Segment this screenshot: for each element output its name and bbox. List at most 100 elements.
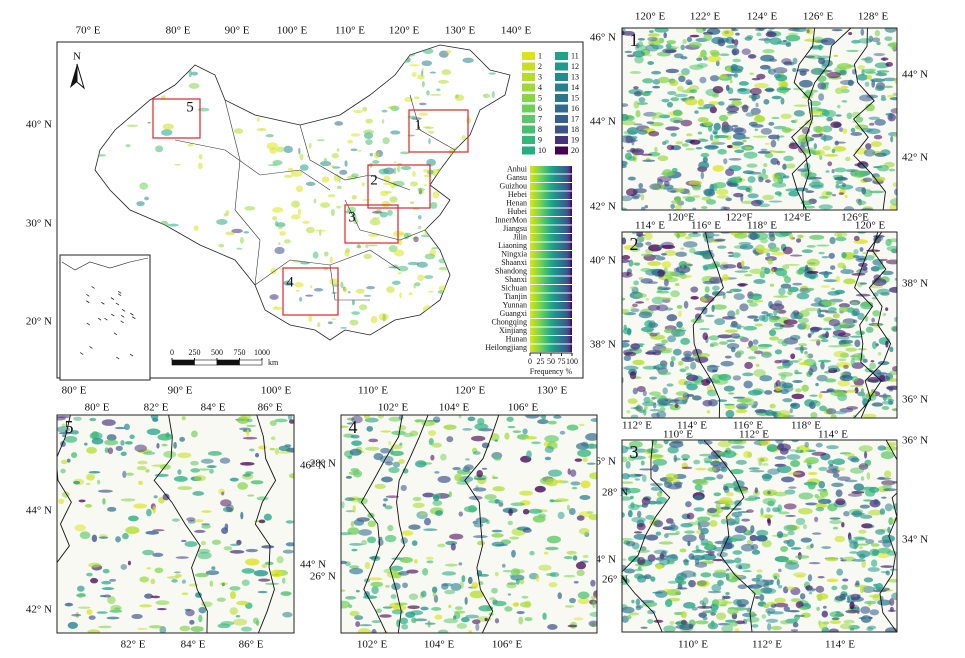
vegetation-patch — [421, 60, 433, 67]
legend-swatch — [555, 62, 568, 71]
vegetation-patch — [313, 198, 317, 204]
vegetation-patch — [839, 69, 847, 76]
vegetation-patch — [696, 57, 703, 62]
vegetation-patch — [150, 595, 161, 599]
vegetation-patch — [752, 339, 759, 345]
vegetation-patch — [675, 621, 683, 625]
vegetation-patch — [482, 93, 491, 98]
vegetation-patch — [788, 191, 800, 197]
legend-swatch — [555, 125, 568, 134]
vegetation-patch — [253, 569, 269, 577]
vegetation-patch — [491, 529, 503, 533]
vegetation-patch — [670, 290, 680, 298]
vegetation-patch — [625, 188, 638, 197]
vegetation-patch — [634, 262, 641, 266]
vegetation-patch — [789, 254, 803, 257]
vegetation-patch — [717, 622, 731, 626]
vegetation-patch — [586, 462, 596, 465]
island-dash — [97, 317, 102, 321]
vegetation-patch — [749, 611, 756, 615]
vegetation-patch — [862, 413, 877, 418]
vegetation-patch — [250, 480, 264, 485]
vegetation-patch — [861, 486, 876, 490]
vegetation-patch — [665, 473, 679, 481]
vegetation-patch — [801, 249, 813, 254]
vegetation-patch — [272, 306, 283, 310]
vegetation-patch — [813, 125, 823, 133]
vegetation-patch — [883, 85, 894, 89]
vegetation-patch — [653, 443, 664, 449]
vegetation-patch — [666, 383, 674, 387]
vegetation-patch — [554, 498, 569, 502]
vegetation-patch — [806, 270, 819, 274]
vegetation-patch — [654, 146, 658, 153]
vegetation-patch — [223, 546, 233, 551]
detail-panel — [622, 232, 897, 418]
vegetation-patch — [491, 587, 498, 594]
vegetation-patch — [876, 70, 890, 73]
vegetation-patch — [680, 119, 693, 127]
vegetation-patch — [735, 538, 743, 541]
vegetation-patch — [636, 549, 651, 553]
vegetation-patch — [640, 193, 645, 201]
vegetation-patch — [133, 503, 148, 509]
vegetation-patch — [229, 550, 245, 554]
vegetation-patch — [827, 499, 831, 505]
vegetation-patch — [885, 340, 889, 348]
vegetation-patch — [870, 360, 875, 363]
vegetation-patch — [622, 113, 629, 122]
vegetation-patch — [850, 131, 863, 136]
vegetation-patch — [401, 623, 409, 630]
vegetation-patch — [667, 335, 677, 343]
frequency-bar — [530, 251, 572, 259]
vegetation-patch — [841, 584, 849, 590]
vegetation-patch — [728, 158, 742, 161]
vegetation-patch — [734, 557, 742, 564]
vegetation-patch — [269, 447, 275, 451]
vegetation-patch — [162, 123, 174, 130]
vegetation-patch — [803, 459, 817, 464]
vegetation-patch — [704, 293, 710, 299]
vegetation-patch — [299, 153, 304, 161]
vegetation-patch — [717, 440, 732, 448]
vegetation-patch — [880, 57, 889, 61]
vegetation-patch — [657, 286, 672, 291]
vegetation-patch — [685, 79, 693, 86]
vegetation-patch — [834, 595, 846, 601]
vegetation-patch — [826, 117, 834, 122]
vegetation-patch — [839, 343, 853, 347]
province-label: Sichuan — [501, 284, 527, 293]
province-label: InnerMon — [495, 216, 527, 225]
vegetation-patch — [680, 570, 696, 578]
vegetation-patch — [813, 68, 824, 73]
vegetation-patch — [666, 314, 678, 322]
vegetation-patch — [881, 406, 890, 410]
vegetation-patch — [351, 548, 358, 552]
vegetation-patch — [522, 527, 532, 533]
vegetation-patch — [735, 563, 751, 570]
vegetation-patch — [855, 293, 871, 297]
vegetation-patch — [761, 539, 772, 548]
vegetation-patch — [847, 493, 863, 497]
vegetation-patch — [379, 455, 394, 464]
vegetation-patch — [521, 595, 529, 599]
legend-swatch — [522, 62, 535, 71]
vegetation-patch — [384, 534, 397, 543]
vegetation-patch — [157, 433, 173, 441]
vegetation-patch — [762, 48, 775, 54]
vegetation-patch — [472, 451, 481, 455]
vegetation-patch — [348, 604, 353, 608]
vegetation-patch — [392, 280, 401, 285]
vegetation-patch — [854, 170, 869, 177]
vegetation-patch — [407, 261, 420, 266]
vegetation-patch — [78, 499, 86, 503]
vegetation-patch — [153, 495, 158, 499]
vegetation-patch — [656, 290, 670, 294]
vegetation-patch — [780, 97, 785, 105]
vegetation-patch — [582, 457, 588, 463]
vegetation-patch — [736, 176, 742, 183]
vegetation-patch — [651, 396, 656, 400]
vegetation-patch — [444, 563, 458, 567]
frequency-bar — [530, 166, 572, 174]
vegetation-patch — [864, 600, 877, 605]
